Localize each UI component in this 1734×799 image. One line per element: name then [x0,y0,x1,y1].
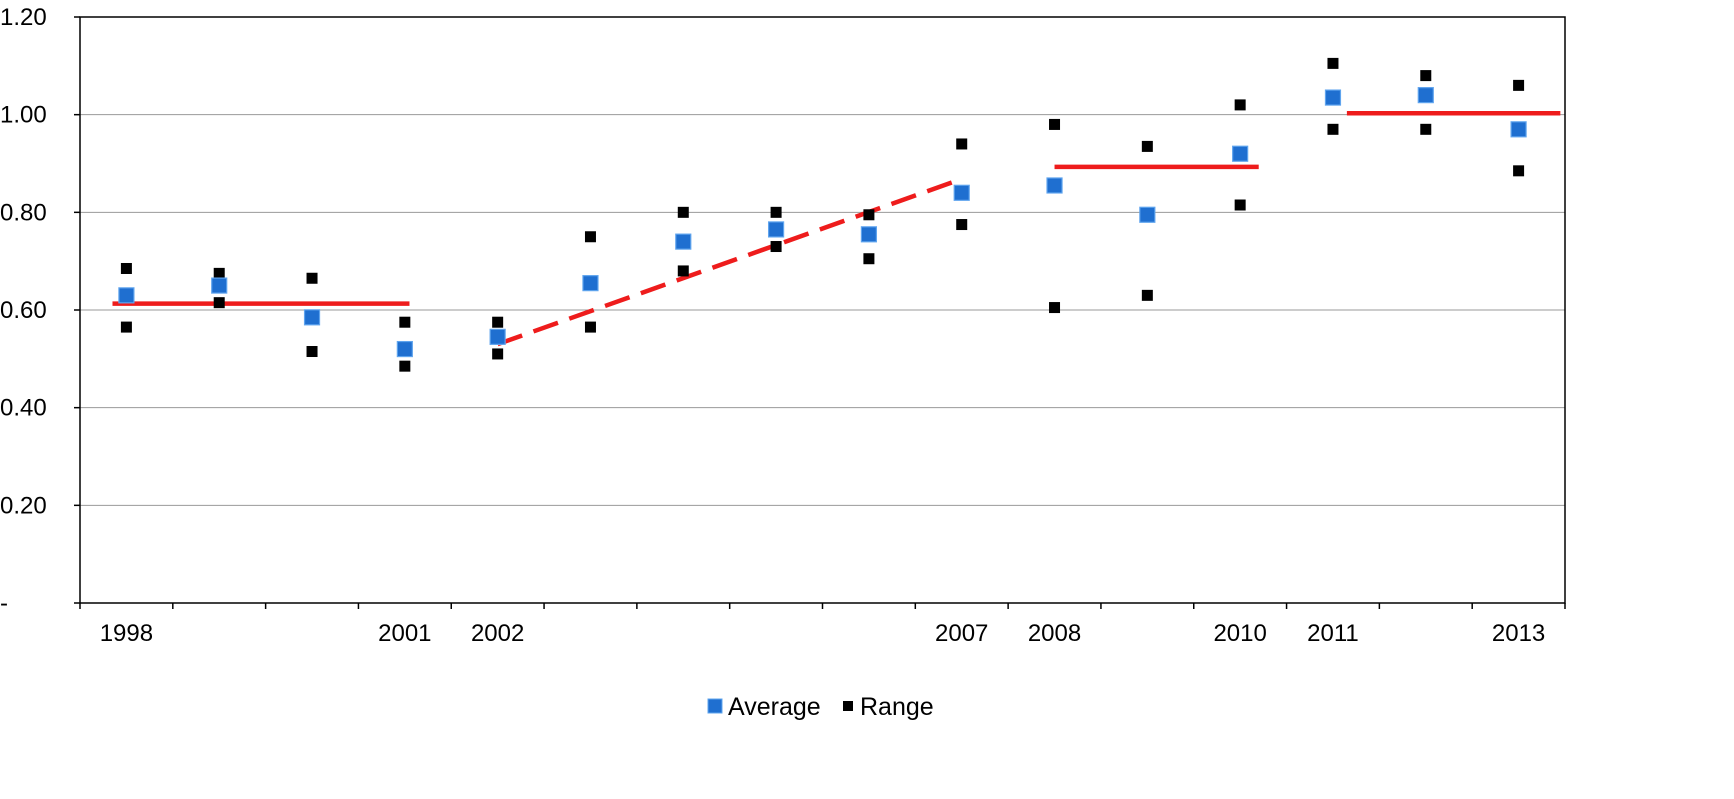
range-point-25 [1234,199,1246,211]
range-point-7 [399,360,411,372]
y-tick-label-5: 1.00 [0,102,47,129]
range-point-14 [770,206,782,218]
legend-range-swatch [843,701,853,711]
axes: - 0.20 0.40 0.60 0.80 1.00 1.20 1998 2001 2002 200… [0,4,1566,647]
range-point-0 [120,262,132,274]
average-point-11 [1139,206,1156,223]
trend-line-1 [496,178,958,347]
average-point-10 [1046,177,1063,194]
y-tick-label-3: 0.60 [0,297,47,324]
x-tick-label-3: 2001 [378,620,431,647]
range-point-3 [213,297,225,309]
average-point-5 [582,275,599,292]
range-point-13 [677,265,689,277]
y-tick-label-0: - [0,590,8,617]
average-point-7 [767,221,785,238]
average-point-0 [118,287,135,304]
range-point-18 [956,138,968,150]
average-point-14 [1417,87,1434,104]
grid-lines [80,114,1565,506]
range-point-27 [1327,123,1339,135]
range-point-22 [1141,140,1153,152]
range-point-16 [863,209,875,221]
range-point-10 [584,231,596,243]
range-point-30 [1513,79,1525,91]
legend-range-label: Range [860,693,934,721]
legend-average-label: Average [728,693,821,721]
range-point-20 [1049,118,1061,130]
range-point-23 [1141,289,1153,301]
legend-average-swatch [707,698,723,714]
x-tick-label-15: 2013 [1492,620,1545,647]
average-point-9 [953,184,970,201]
range-point-1 [120,321,132,333]
x-tick-label-9: 2007 [935,620,988,647]
range-point-15 [770,241,782,253]
average-point-6 [675,233,692,250]
y-tick-label-1: 0.20 [0,492,47,519]
y-tick-label-2: 0.40 [0,395,47,422]
range-point-11 [584,321,596,333]
x-tick-label-12: 2010 [1213,620,1266,647]
range-point-5 [306,346,318,358]
average-point-1 [211,277,228,294]
range-point-21 [1049,302,1061,314]
x-tick-label-10: 2008 [1028,620,1081,647]
x-tick-label-13: 2011 [1307,620,1359,647]
average-point-15 [1510,121,1527,138]
range-point-26 [1327,57,1339,69]
average-point-3 [396,340,413,358]
x-tick-label-0: 1998 [100,620,153,647]
average-point-8 [860,226,878,243]
range-point-4 [306,272,318,284]
range-point-28 [1420,70,1432,82]
range-point-8 [492,316,504,328]
range-point-17 [863,253,875,265]
range-point-12 [677,206,689,218]
average-point-13 [1324,89,1342,106]
range-point-24 [1234,99,1246,111]
range-point-31 [1513,165,1525,177]
range-point-6 [399,316,411,328]
y-tick-label-4: 0.80 [0,199,47,226]
legend: Average Range [707,693,934,721]
range-point-19 [956,219,968,231]
range-point-29 [1420,123,1432,135]
x-tick-label-4: 2002 [471,620,524,647]
data-markers [118,57,1527,372]
range-point-2 [213,267,225,279]
average-point-2 [303,309,321,326]
trend-lines [112,110,1561,347]
range-point-9 [492,348,504,360]
average-point-12 [1232,145,1249,162]
y-tick-label-6: 1.20 [0,4,47,31]
average-point-4 [489,328,506,345]
